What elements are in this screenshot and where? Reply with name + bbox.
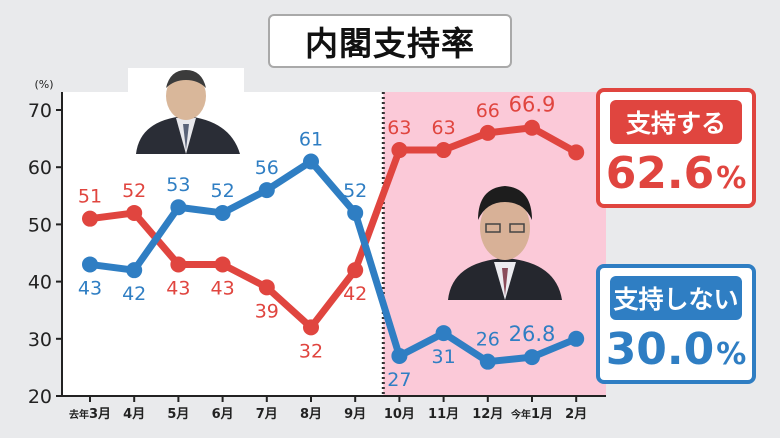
data-point: [479, 353, 496, 370]
data-label: 51: [78, 186, 102, 208]
data-point: [258, 279, 275, 296]
portrait-left: [128, 68, 244, 154]
data-point: [524, 349, 540, 366]
data-point: [258, 182, 275, 199]
x-tick-prefix: 去年: [69, 408, 89, 421]
y-tick-label: 70: [28, 100, 52, 122]
x-tick-label: 4月: [123, 407, 145, 422]
data-label: 56: [255, 157, 279, 179]
x-tick-label: 去年3月: [69, 407, 111, 422]
portrait-right: [448, 186, 562, 300]
x-tick-prefix: 今年: [510, 408, 531, 421]
x-tick-month: 11月: [428, 407, 459, 422]
data-label: 63: [387, 117, 411, 139]
data-label: 39: [255, 300, 279, 322]
x-tick-month: 2月: [565, 407, 587, 422]
legend-nonsupport: 支持しない 30.0 %: [596, 264, 756, 384]
data-label: 52: [343, 180, 367, 202]
x-tick-month: 3月: [89, 407, 111, 422]
chart-title: 内閣支持率: [268, 14, 512, 68]
legend-support-unit: %: [716, 161, 747, 196]
data-label: 63: [432, 117, 456, 139]
data-label: 43: [78, 277, 102, 299]
data-point: [347, 204, 364, 221]
data-label: 26: [476, 329, 500, 351]
y-tick-label: 60: [28, 157, 52, 179]
x-tick-label: 10月: [384, 407, 415, 422]
y-tick-label: 50: [28, 214, 52, 236]
data-label: 53: [166, 174, 190, 196]
data-point: [391, 142, 408, 159]
data-point: [391, 347, 408, 364]
data-point: [126, 204, 143, 221]
data-point: [435, 142, 452, 159]
data-point: [82, 256, 98, 273]
data-point: [170, 256, 187, 273]
legend-nonsupport-value: 30.0: [605, 324, 715, 375]
data-point: [524, 119, 540, 136]
data-label: 42: [343, 283, 367, 305]
x-tick-label: 8月: [300, 407, 322, 422]
legend-support-value-row: 62.6 %: [600, 148, 752, 204]
legend-support-label: 支持する: [610, 100, 742, 144]
y-tick-label: 20: [28, 386, 52, 408]
data-label: 52: [122, 180, 146, 202]
legend-support: 支持する 62.6 %: [596, 88, 756, 208]
x-tick-label: 9月: [344, 407, 366, 422]
data-label: 31: [432, 346, 456, 368]
x-tick-label: 5月: [167, 407, 189, 422]
data-point: [568, 144, 585, 161]
x-tick-month: 12月: [472, 407, 503, 422]
data-point: [568, 330, 585, 347]
y-tick-group: 20 30 40 50 60 70: [28, 100, 62, 408]
x-tick-label: 7月: [256, 407, 278, 422]
x-tick-label: 今年1月: [510, 407, 553, 422]
data-label: 42: [122, 283, 146, 305]
data-label: 32: [299, 340, 323, 362]
x-tick-month: 4月: [123, 407, 145, 422]
y-tick-label: 30: [28, 329, 52, 351]
data-label: 66.9: [509, 93, 556, 117]
data-point: [214, 256, 231, 273]
data-label: 61: [299, 128, 323, 150]
data-point: [479, 124, 496, 141]
y-tick-label: 40: [28, 272, 52, 294]
x-tick-group: 去年3月 4月 5月 6月 7月 8月 9月 10月 11月 12月 今年1月 2月: [69, 396, 587, 422]
legend-nonsupport-unit: %: [716, 337, 747, 372]
x-tick-month: 8月: [300, 407, 322, 422]
data-label: 43: [211, 277, 235, 299]
data-label: 43: [166, 277, 190, 299]
data-point: [303, 319, 319, 336]
data-point: [214, 204, 231, 221]
data-point: [435, 325, 452, 342]
data-point: [170, 199, 187, 216]
data-label: 26.8: [509, 322, 556, 346]
x-tick-label: 11月: [428, 407, 459, 422]
legend-support-value: 62.6: [605, 148, 715, 199]
data-label: 66: [476, 100, 500, 122]
x-tick-label: 6月: [212, 407, 234, 422]
x-tick-month: 7月: [256, 407, 278, 422]
x-tick-month: 1月: [531, 407, 553, 422]
x-tick-label: 2月: [565, 407, 587, 422]
legend-nonsupport-label: 支持しない: [610, 276, 742, 320]
x-tick-label: 12月: [472, 407, 503, 422]
x-tick-month: 10月: [384, 407, 415, 422]
data-label: 27: [387, 369, 411, 391]
data-point: [347, 262, 364, 279]
data-label: 52: [211, 180, 235, 202]
legend-nonsupport-value-row: 30.0 %: [600, 324, 752, 380]
series-layer: 51 52 43 43 39 32 42 63 63 66 66.9 43 42 53 52 56 61 52 27…: [78, 93, 585, 391]
y-unit-label: (%): [34, 78, 53, 91]
data-point: [82, 210, 98, 227]
data-point: [303, 153, 319, 170]
x-tick-month: 5月: [167, 407, 189, 422]
x-tick-month: 9月: [344, 407, 366, 422]
x-tick-month: 6月: [212, 407, 234, 422]
data-point: [126, 262, 143, 279]
